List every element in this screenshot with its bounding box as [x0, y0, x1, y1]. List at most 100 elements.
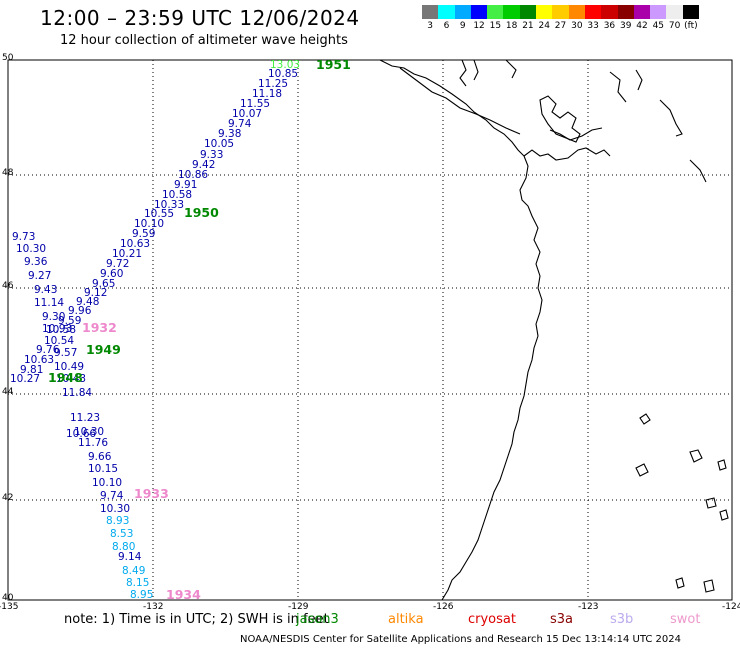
wave-height-value: 9.59	[58, 315, 81, 327]
wave-height-value: 9.48	[76, 296, 99, 308]
colorbar-label: 12	[473, 21, 485, 31]
colorbar-swatch	[454, 5, 471, 19]
wave-height-value: 9.96	[68, 305, 92, 317]
wave-height-value: 8.15	[126, 577, 149, 589]
footer-credit: NOAA/NESDIS Center for Satellite Applica…	[240, 634, 682, 645]
wave-height-value: 9.30	[42, 311, 65, 323]
wave-height-value: 8.49	[122, 565, 145, 577]
wave-height-value: 9.66	[88, 451, 112, 463]
colorbar-swatch	[470, 5, 488, 19]
wave-height-value: 9.59	[132, 228, 155, 240]
graticule: 50 48 46 44 42 40-135 -132 -129 -126 -123 -124	[0, 53, 740, 610]
wave-height-value: 9.72	[106, 258, 129, 270]
longitude-label: -123	[578, 602, 598, 610]
wave-height-value: 11.14	[34, 297, 64, 309]
wave-height-value: 10.33	[154, 199, 184, 211]
longitude-label: -124	[722, 602, 740, 610]
wave-height-value: 10.63	[120, 238, 150, 250]
wave-height-value: 9.65	[92, 278, 115, 290]
colorbar-swatch	[568, 5, 585, 19]
wave-height-value: 9.43	[34, 284, 57, 296]
colorbar-label: 30	[571, 21, 583, 31]
colorbar-label: 39	[619, 21, 632, 31]
wave-height-value: 10.93	[42, 323, 72, 335]
wave-height-value: 10.05	[204, 138, 234, 150]
wave-height-value: 10.49	[54, 361, 84, 373]
satellite-legend-item: swot	[670, 612, 701, 627]
wave-height-value: 9.36	[24, 256, 48, 268]
map-title: 12:00 – 23:59 UTC 12/06/2024	[40, 6, 360, 30]
wave-height-value: 8.93	[106, 515, 129, 527]
colorbar-label: 15	[489, 21, 502, 31]
colorbar-label: 36	[603, 21, 616, 31]
colorbar-label: (ft)	[684, 21, 698, 31]
wave-height-value: 10.21	[112, 248, 142, 260]
wave-height-value: 10.07	[232, 108, 262, 120]
pass-number: 1950	[184, 205, 219, 220]
wave-height-value: 10.10	[134, 218, 164, 230]
units-note: note: 1) Time is in UTC; 2) SWH is in fe…	[64, 612, 329, 627]
wave-height-value: 9.27	[28, 270, 51, 282]
colorbar-label: 9	[459, 21, 466, 31]
colorbar-label: 33	[587, 21, 599, 31]
latitude-label: 44	[2, 387, 14, 397]
wave-height-value: 10.30	[100, 503, 130, 515]
wave-height-labels: 13.0310.8511.2511.1811.5510.079.749.3810…	[10, 59, 300, 601]
longitude-label: -129	[288, 602, 309, 610]
colorbar-swatch	[438, 5, 455, 19]
wave-height-value: 9.33	[200, 149, 223, 161]
wave-height-value: 8.95	[130, 589, 153, 601]
wave-height-value: 10.63	[24, 354, 54, 366]
pass-number: 1948	[48, 370, 83, 385]
colorbar-label: 24	[538, 21, 550, 31]
pass-number: 1949	[86, 342, 121, 357]
wave-height-value: 11.18	[252, 88, 282, 100]
colorbar-swatch	[536, 5, 553, 19]
wave-height-value: 9.76	[36, 344, 60, 356]
wave-height-value: 9.12	[84, 287, 107, 299]
wave-height-value: 9.73	[12, 231, 35, 243]
colorbar-swatch	[650, 5, 667, 19]
wave-height-value: 9.81	[20, 364, 43, 376]
pass-number: 1933	[134, 486, 169, 501]
wave-height-value: 9.74	[100, 490, 124, 502]
latitude-label: 48	[2, 168, 14, 178]
wave-height-value: 10.58	[46, 324, 76, 336]
colorbar-label: 6	[443, 21, 450, 31]
wave-height-value: 9.38	[218, 128, 241, 140]
wave-height-value: 10.55	[144, 208, 174, 220]
latitude-label: 50	[2, 53, 14, 63]
wave-height-value: 9.91	[174, 179, 197, 191]
wave-height-value: 10.27	[10, 373, 40, 385]
wave-height-value: 10.66	[66, 428, 96, 440]
colorbar-swatch	[503, 5, 520, 19]
satellite-legend-item: s3a	[550, 612, 574, 627]
colorbar-swatch	[666, 5, 683, 19]
wave-height-value: 9.74	[228, 118, 252, 130]
wave-height-value: 11.25	[258, 78, 288, 90]
wave-height-value: 10.30	[74, 426, 104, 438]
wave-height-value: 9.60	[100, 268, 123, 280]
wave-height-value: 10.15	[88, 463, 118, 475]
pass-number: 1932	[82, 320, 117, 335]
colorbar-swatch	[617, 5, 634, 19]
colorbar-swatch	[552, 5, 569, 19]
colorbar-swatch	[422, 5, 439, 19]
colorbar-label: 3	[427, 21, 434, 31]
wave-height-value: 10.10	[92, 477, 122, 489]
colorbar-swatch	[584, 5, 602, 19]
wave-height-value: 10.86	[178, 169, 208, 181]
map-frame	[7, 59, 733, 601]
pass-number: 1934	[166, 587, 201, 602]
colorbar-swatch	[682, 5, 700, 19]
wave-height-colorbar	[422, 5, 700, 19]
wave-height-value: 11.55	[240, 98, 270, 110]
pass-number: 1951	[316, 57, 351, 72]
longitude-label: -126	[433, 602, 454, 610]
satellite-legend-item: s3b	[610, 612, 634, 627]
altimeter-map: 50 48 46 44 42 40-135 -132 -129 -126 -123 -124 13.…	[0, 53, 740, 610]
coastline	[379, 59, 729, 601]
colorbar-swatch	[601, 5, 618, 19]
colorbar-label: 45	[652, 21, 665, 31]
wave-height-value: 9.42	[192, 159, 215, 171]
